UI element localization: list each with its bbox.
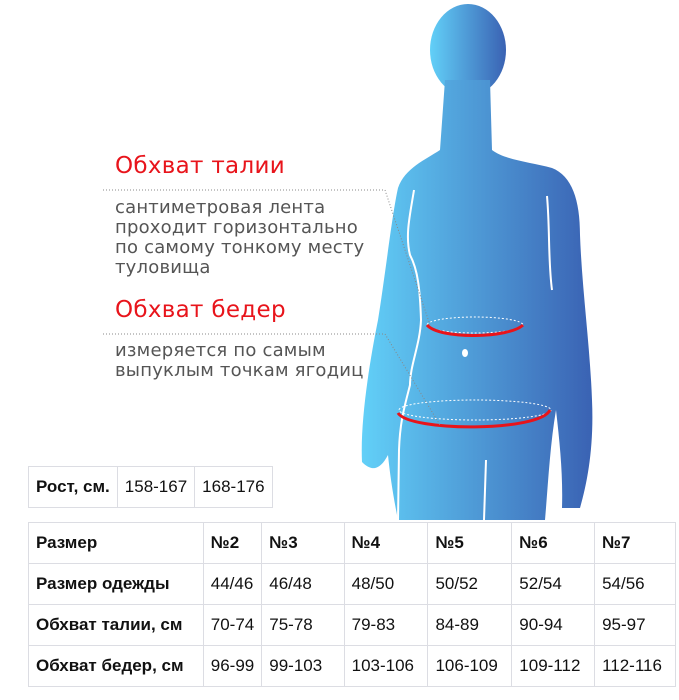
table-cell: №2: [202, 522, 263, 564]
desc-line: выпуклым точкам ягодиц: [115, 360, 364, 381]
table-cell: 52/54: [511, 563, 596, 605]
table-cell: 79-83: [343, 604, 429, 646]
table-cell: 46/48: [261, 563, 345, 605]
body-contour-line: [397, 189, 423, 521]
size-table: Размер №2 №3 №4 №5 №6 №7 Размер одежды 44/46 46/4…: [28, 522, 676, 687]
table-cell: 112-116: [594, 645, 676, 687]
hips-description: измеряется по самым выпуклым точкам ягод…: [115, 341, 364, 381]
row-label: Обхват бедер, см: [28, 645, 204, 687]
table-cell: 54/56: [594, 563, 676, 605]
back-contour-line: [546, 195, 553, 291]
row-label: Обхват талии, см: [28, 604, 204, 646]
table-cell: 96-99: [202, 645, 263, 687]
table-cell: 70-74: [202, 604, 263, 646]
height-value: 158-167: [116, 466, 196, 508]
table-cell: 48/50: [343, 563, 429, 605]
table-cell: №3: [261, 522, 345, 564]
waist-leader-line: [103, 189, 431, 326]
row-label: Размер: [28, 522, 204, 564]
table-row: Рост, см. 158-167 168-176: [28, 466, 273, 508]
table-cell: 95-97: [594, 604, 676, 646]
desc-line: туловища: [115, 257, 211, 278]
desc-line: измеряется по самым: [115, 340, 326, 361]
desc-line: проходит горизонтально: [115, 217, 358, 238]
table-row: Размер одежды 44/46 46/48 48/50 50/52 52/54 54…: [28, 563, 676, 605]
table-header-row: Размер №2 №3 №4 №5 №6 №7: [28, 522, 676, 564]
table-cell: №6: [511, 522, 596, 564]
table-cell: 103-106: [343, 645, 429, 687]
table-cell: 90-94: [511, 604, 596, 646]
waist-description: сантиметровая лента проходит горизонталь…: [115, 198, 364, 278]
waist-tape: [425, 323, 525, 337]
table-cell: 109-112: [511, 645, 596, 687]
silhouette: [361, 4, 593, 520]
table-cell: 44/46: [202, 563, 263, 605]
table-cell: №7: [594, 522, 676, 564]
table-row: Обхват бедер, см 96-99 99-103 103-106 106-10…: [28, 645, 676, 687]
height-value: 168-176: [194, 466, 273, 508]
row-label: Размер одежды: [28, 563, 204, 605]
waist-title: Обхват талии: [115, 153, 285, 179]
table-cell: 106-109: [427, 645, 513, 687]
table-row: Обхват талии, см 70-74 75-78 79-83 84-89 90-9…: [28, 604, 676, 646]
desc-line: сантиметровая лента: [115, 197, 326, 218]
table-cell: №4: [343, 522, 429, 564]
height-table: Рост, см. 158-167 168-176: [28, 466, 273, 508]
desc-line: по самому тонкому месту: [115, 237, 365, 258]
table-cell: 50/52: [427, 563, 513, 605]
table-cell: 75-78: [261, 604, 345, 646]
table-cell: №5: [427, 522, 513, 564]
hips-title: Обхват бедер: [115, 297, 286, 323]
table-cell: 84-89: [427, 604, 513, 646]
table-cell: 99-103: [261, 645, 345, 687]
hip-tape: [396, 409, 552, 429]
hip-tape-back: [398, 399, 552, 421]
hip-leader-line: [103, 333, 441, 426]
height-label: Рост, см.: [28, 466, 118, 508]
navel: [462, 349, 468, 357]
